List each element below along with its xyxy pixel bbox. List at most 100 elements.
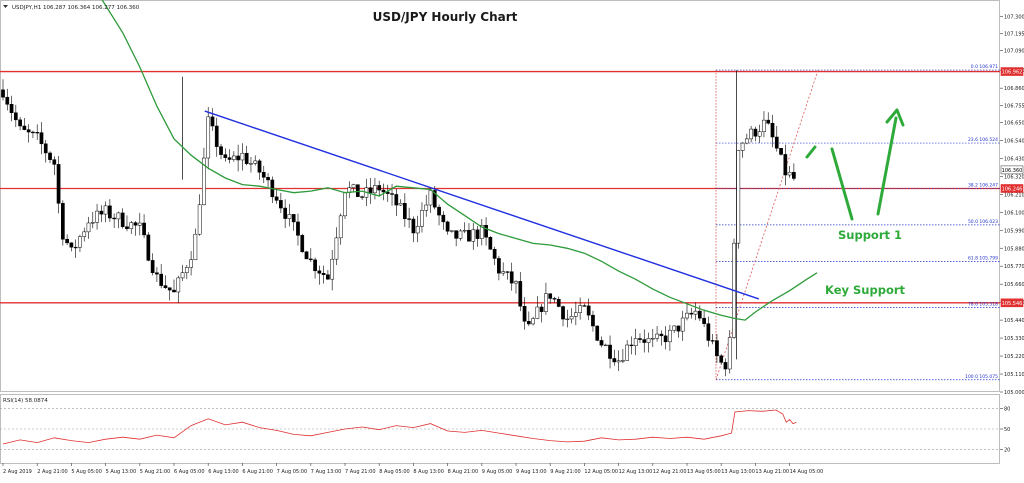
fib-level-label: 61.8 105.799: [968, 255, 998, 261]
candle-bearish: [552, 298, 557, 300]
candle-bearish: [663, 335, 668, 343]
candle-bearish: [326, 274, 330, 280]
x-tick-label: 13 Aug 21:00: [755, 469, 789, 475]
y-tick-label: 106.860: [1004, 86, 1024, 92]
candle-bullish: [655, 333, 659, 339]
candle-bullish: [424, 204, 429, 211]
rsi-label: RSI(14) 58.0874: [3, 398, 48, 404]
candle-bullish: [625, 344, 629, 361]
candle-bearish: [492, 249, 497, 259]
candle-bearish: [167, 287, 172, 291]
rsi-tick-label: 20: [1004, 447, 1010, 453]
level-price-tag: [1000, 184, 1024, 193]
candle-bullish: [206, 116, 211, 159]
candle-bullish: [471, 229, 476, 242]
y-tick-label: 106.100: [1004, 210, 1024, 216]
candle-bullish: [240, 152, 245, 161]
price-tag-label: 106.962: [1002, 70, 1023, 76]
candle-bearish: [783, 154, 788, 176]
main-plot-frame: [0, 0, 1000, 392]
candle-bearish: [441, 214, 446, 223]
candle-bullish: [202, 157, 206, 206]
y-tick-label: 106.650: [1004, 121, 1024, 127]
candle-bearish: [108, 205, 112, 219]
candle-bullish: [727, 337, 732, 370]
candle-bearish: [360, 196, 364, 198]
y-tick-label: 105.220: [1004, 354, 1024, 360]
y-tick-label: 107.195: [1004, 31, 1024, 37]
candle-bearish: [223, 154, 228, 158]
candle-bearish: [432, 190, 437, 208]
candle-bullish: [338, 215, 343, 239]
candle-bearish: [296, 221, 300, 236]
candle-bullish: [578, 305, 582, 314]
candle-bearish: [659, 333, 664, 337]
x-tick-label: 14 Aug 05:00: [790, 469, 824, 475]
candle-bearish: [411, 218, 416, 234]
y-tick-label: 107.090: [1004, 49, 1024, 55]
symbol-dropdown-icon[interactable]: [3, 5, 8, 8]
candle-bullish: [569, 316, 574, 320]
candle-bearish: [385, 191, 390, 194]
candle-bearish: [210, 116, 215, 127]
candle-bearish: [377, 185, 382, 191]
candle-bearish: [689, 312, 694, 315]
x-tick-label: 2 Aug 21:00: [37, 469, 68, 475]
candle-bullish: [184, 267, 189, 273]
candle-bearish: [244, 152, 249, 164]
price-tag-label: 105.546: [1002, 301, 1023, 307]
candle-bullish: [176, 277, 181, 293]
candle-bearish: [454, 230, 458, 239]
candle-bearish: [403, 203, 407, 219]
candle-bullish: [103, 205, 108, 215]
candle-bullish: [82, 231, 87, 237]
candle-bearish: [556, 299, 561, 307]
candle-bearish: [475, 229, 480, 239]
candle-bearish: [766, 119, 771, 124]
candle-bearish: [274, 196, 279, 201]
candle-bearish: [52, 159, 57, 165]
candle-bearish: [150, 260, 155, 273]
y-tick-label: 106.540: [1004, 138, 1024, 144]
candle-bearish: [582, 305, 587, 307]
candle-bullish: [672, 325, 677, 331]
bearish-trendline: [204, 110, 760, 300]
candle-bearish: [526, 321, 531, 325]
candle-bearish: [591, 314, 595, 327]
candle-bullish: [287, 214, 292, 219]
x-tick-label: 5 Aug 21:00: [140, 469, 171, 475]
candle-bearish: [629, 344, 634, 347]
candle-bullish: [650, 338, 655, 340]
candle-bearish: [753, 128, 758, 137]
x-tick-label: 9 Aug 13:00: [516, 469, 547, 475]
candle-bearish: [697, 310, 702, 319]
candle-bullish: [95, 210, 99, 223]
candle-bullish: [462, 230, 467, 232]
candle-bullish: [189, 259, 193, 268]
y-tick-label: 106.430: [1004, 156, 1024, 162]
y-tick-label: 106.320: [1004, 174, 1024, 180]
x-tick-label: 7 Aug 13:00: [311, 469, 342, 475]
candle-bullish: [787, 172, 792, 176]
x-tick-label: 7 Aug 21:00: [345, 469, 376, 475]
candle-bearish: [497, 258, 501, 274]
candle-bullish: [544, 293, 548, 312]
candle-bearish: [522, 305, 527, 322]
y-tick-label: 105.110: [1004, 372, 1024, 378]
candle-bearish: [1, 89, 5, 98]
candle-bearish: [355, 184, 360, 197]
projection-arrow-segment: [830, 147, 854, 221]
candle-bullish: [458, 230, 463, 239]
candle-bearish: [300, 235, 305, 253]
candle-bearish: [155, 272, 159, 275]
candle-bullish: [646, 338, 651, 343]
fib-level-label: 78.6 105.518: [968, 301, 998, 307]
fib-level-label: 50.0 106.023: [968, 219, 998, 225]
candle-bullish: [757, 131, 762, 137]
candle-bullish: [398, 203, 403, 206]
candle-bearish: [266, 177, 270, 181]
annotation-key-support: Key Support: [825, 283, 906, 297]
candle-bearish: [65, 238, 69, 244]
candle-bullish: [616, 360, 621, 363]
symbol-header: USDJPY,H1 106.287 106.364 106.277 106.36…: [12, 5, 140, 11]
